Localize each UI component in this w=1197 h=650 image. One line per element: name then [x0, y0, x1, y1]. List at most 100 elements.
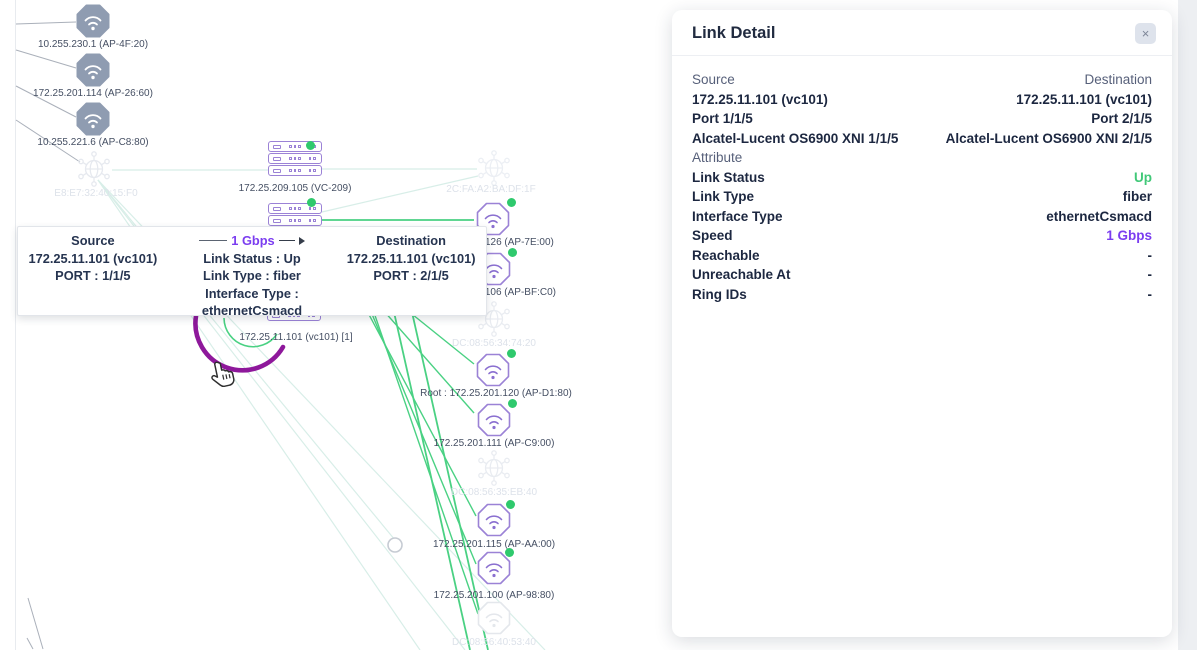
destination-device: 172.25.11.101 (vc101)	[1016, 91, 1152, 107]
tooltip-link-column: 1 Gbps Link Status : Up Link Type : fibe…	[168, 232, 336, 318]
tooltip-speed: 1 Gbps	[231, 233, 275, 248]
node-label: 172.25.209.105 (VC-209)	[238, 183, 352, 194]
node-label: DC:08:56:40:53:40	[452, 637, 536, 648]
link-detail-panel: Link Detail × Source Destination 172.25.…	[672, 10, 1172, 637]
attr-value-reachable: -	[1147, 247, 1153, 263]
node-label: E8:E7:32:40:15:F0	[54, 188, 138, 199]
tooltip-source-title: Source	[71, 233, 115, 248]
source-interface-desc: Alcatel-Lucent OS6900 XNI 1/1/5	[692, 130, 899, 146]
status-up-dot	[306, 141, 315, 150]
status-up-dot	[505, 548, 514, 557]
status-up-dot	[307, 198, 316, 207]
node-label: 172.25.201.115 (AP-AA:00)	[432, 539, 556, 550]
wifi-ap-icon	[76, 102, 110, 136]
ap-node-wireless[interactable]	[476, 502, 512, 543]
ap-node-wireless[interactable]	[476, 402, 512, 443]
source-port: Port 1/1/5	[692, 111, 753, 126]
selected-loop-link-arc[interactable]	[193, 313, 286, 373]
tooltip-source-device: 172.25.11.101 (vc101)	[28, 250, 158, 266]
attr-label: Link Status	[692, 169, 765, 185]
tooltip-source-port: PORT : 1/1/5	[55, 268, 131, 283]
node-label: DC:08:56:35:EB:40	[450, 487, 538, 498]
node-label: 10.255.221.6 (AP-C8:80)	[37, 137, 149, 148]
attr-value-unreachable-at: -	[1147, 267, 1153, 282]
node-label: DC:08:56:34:74:20	[452, 338, 536, 349]
hand-cursor-icon	[211, 361, 235, 388]
node-label: 2C:FA:A2:BA:DF:1F	[446, 184, 536, 195]
switch-unit-icon	[268, 165, 322, 176]
status-up-dot	[508, 399, 517, 408]
tooltip-source-column: Source 172.25.11.101 (vc101) PORT : 1/1/…	[18, 232, 168, 315]
destination-interface-desc: Alcatel-Lucent OS6900 XNI 2/1/5	[945, 130, 1152, 146]
wifi-ap-icon	[76, 53, 110, 87]
gray-links	[15, 21, 81, 650]
attr-label: Reachable	[692, 247, 760, 263]
ap-node-gray[interactable]	[75, 101, 111, 142]
tooltip-destination-column: Destination 172.25.11.101 (vc101) PORT :…	[336, 232, 486, 315]
attr-value-interface-type: ethernetCsmacd	[1046, 208, 1152, 224]
node-label: 172.25.201.111 (AP-C9:00)	[433, 438, 555, 449]
tooltip-link-status: Link Status : Up	[203, 250, 301, 266]
switch-unit-icon	[268, 153, 322, 164]
status-up-dot	[507, 198, 516, 207]
mesh-node-faded[interactable]	[72, 147, 116, 196]
node-label: 172.25.201.114 (AP-26:60)	[33, 88, 153, 99]
attr-value-speed: 1 Gbps	[1106, 228, 1152, 243]
status-up-dot	[506, 500, 515, 509]
switch-node-vc209[interactable]	[268, 141, 322, 177]
wifi-ap-icon	[477, 503, 511, 537]
ap-node-wireless[interactable]	[475, 352, 511, 393]
tooltip-link-type: Link Type : fiber	[203, 268, 301, 283]
tooltip-destination-port: PORT : 2/1/5	[373, 268, 449, 283]
mesh-globe-icon	[478, 450, 510, 486]
wifi-ap-icon	[76, 4, 110, 38]
source-device: 172.25.11.101 (vc101)	[692, 91, 828, 107]
ap-node-faded[interactable]	[476, 600, 512, 641]
tooltip-interface-value: ethernetCsmacd	[201, 303, 303, 318]
node-label: 172.25.201.106 (AP-BF:C0)	[432, 287, 556, 298]
loop-link-green-arc[interactable]	[223, 317, 278, 348]
panel-title: Link Detail	[692, 24, 776, 42]
ap-node-wireless[interactable]	[476, 550, 512, 591]
attr-value-ring-ids: -	[1147, 286, 1153, 302]
destination-port: Port 2/1/5	[1091, 111, 1152, 126]
tooltip-interface-label: Interface Type :	[205, 285, 299, 301]
status-up-dot	[507, 349, 516, 358]
link-tooltip: Source 172.25.11.101 (vc101) PORT : 1/1/…	[17, 226, 487, 318]
attr-value-link-type: fiber	[1122, 189, 1152, 204]
left-edge-divider	[15, 0, 16, 650]
mesh-globe-icon	[478, 150, 510, 186]
switch-unit-icon	[268, 215, 322, 226]
destination-heading: Destination	[1084, 72, 1152, 87]
link-line-right	[278, 240, 295, 242]
link-line-left	[199, 240, 228, 242]
attr-label: Speed	[692, 228, 733, 243]
mesh-node-faded[interactable]	[472, 446, 516, 495]
tooltip-destination-device: 172.25.11.101 (vc101)	[346, 250, 476, 266]
wifi-ap-icon	[477, 403, 511, 437]
mesh-node-faded[interactable]	[472, 146, 516, 195]
attr-label: Unreachable At	[692, 267, 791, 282]
ap-node-gray[interactable]	[75, 3, 111, 44]
wifi-ap-icon	[476, 353, 510, 387]
status-up-dot	[508, 248, 517, 257]
panel-body: Source Destination 172.25.11.101 (vc101)…	[672, 56, 1172, 304]
arrow-right-icon	[298, 236, 305, 245]
attr-label: Link Type	[692, 189, 755, 204]
attr-label: Ring IDs	[692, 286, 747, 302]
panel-header: Link Detail ×	[672, 10, 1172, 56]
wifi-ap-icon	[477, 601, 511, 635]
node-label: Root : 172.25.201.120 (AP-D1:80)	[420, 388, 572, 399]
page-gutter	[1178, 0, 1197, 650]
close-icon[interactable]: ×	[1135, 23, 1156, 44]
endpoint-node[interactable]	[387, 537, 403, 553]
source-heading: Source	[692, 72, 735, 87]
mesh-globe-icon	[78, 151, 110, 187]
ap-node-gray[interactable]	[75, 52, 111, 93]
node-label: 172.25.201.126 (AP-7E:00)	[432, 237, 554, 248]
switch-unit-icon	[268, 203, 322, 214]
attr-value-link-status: Up	[1134, 169, 1152, 185]
switch-node-vc101-top[interactable]	[268, 203, 322, 227]
node-label: 172.25.11.101 (vc101) [1]	[239, 332, 353, 343]
